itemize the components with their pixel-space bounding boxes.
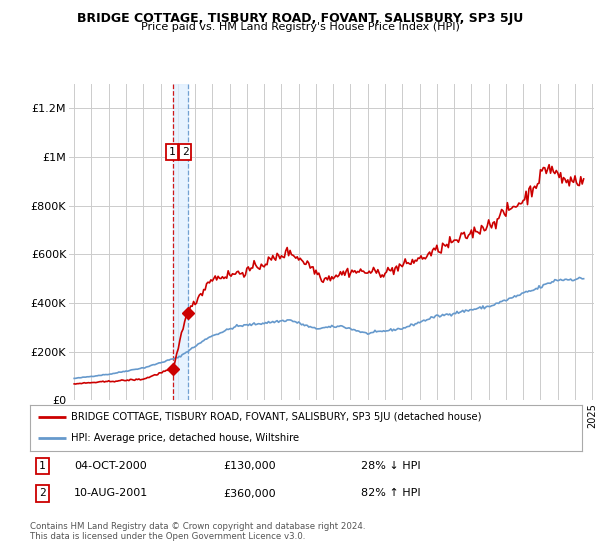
Text: BRIDGE COTTAGE, TISBURY ROAD, FOVANT, SALISBURY, SP3 5JU: BRIDGE COTTAGE, TISBURY ROAD, FOVANT, SA… — [77, 12, 523, 25]
Text: HPI: Average price, detached house, Wiltshire: HPI: Average price, detached house, Wilt… — [71, 433, 299, 444]
Text: 82% ↑ HPI: 82% ↑ HPI — [361, 488, 421, 498]
Text: BRIDGE COTTAGE, TISBURY ROAD, FOVANT, SALISBURY, SP3 5JU (detached house): BRIDGE COTTAGE, TISBURY ROAD, FOVANT, SA… — [71, 412, 482, 422]
Text: 04-OCT-2000: 04-OCT-2000 — [74, 461, 147, 471]
Text: 2: 2 — [39, 488, 46, 498]
Text: 28% ↓ HPI: 28% ↓ HPI — [361, 461, 421, 471]
Bar — [173, 84, 188, 400]
Text: £130,000: £130,000 — [223, 461, 276, 471]
Text: Price paid vs. HM Land Registry's House Price Index (HPI): Price paid vs. HM Land Registry's House … — [140, 22, 460, 32]
Text: 2: 2 — [182, 147, 188, 157]
Text: Contains HM Land Registry data © Crown copyright and database right 2024.
This d: Contains HM Land Registry data © Crown c… — [30, 522, 365, 542]
Text: £360,000: £360,000 — [223, 488, 276, 498]
Text: 1: 1 — [39, 461, 46, 471]
Text: 10-AUG-2001: 10-AUG-2001 — [74, 488, 148, 498]
Text: 1: 1 — [169, 147, 175, 157]
